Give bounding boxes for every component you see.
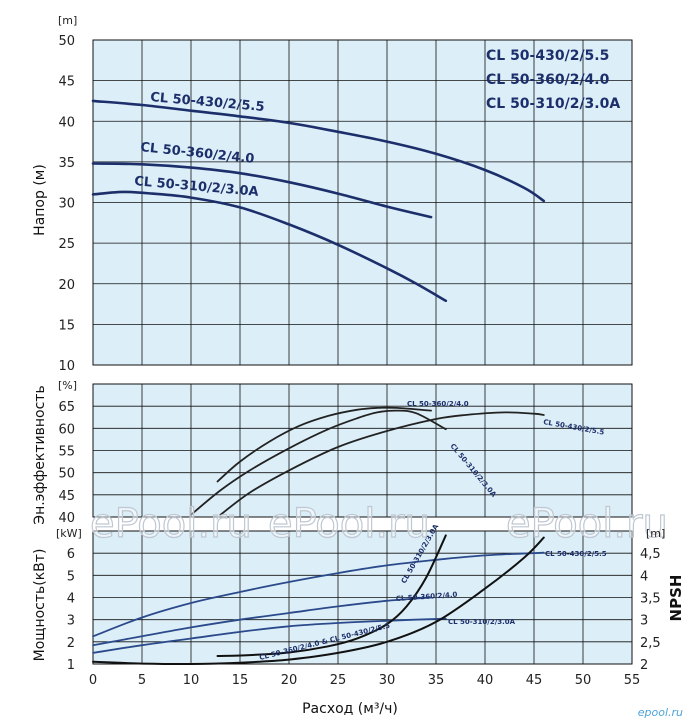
power-unit: [kW] — [56, 527, 82, 540]
flow-xtick-label: 35 — [428, 673, 445, 688]
efficiency-panel-ytick-label: 60 — [58, 422, 75, 437]
watermark-text: ePool.ru — [506, 501, 668, 547]
head-panel-ytick-label: 35 — [58, 156, 75, 171]
npsh-ytick-label: 2 — [640, 658, 648, 673]
flow-xtick-label: 5 — [138, 673, 146, 688]
power-panel-ytick-label: 6 — [67, 547, 75, 562]
npsh-ytick-label: 2,5 — [640, 636, 661, 651]
flow-xtick-label: 15 — [232, 673, 249, 688]
npsh-ytick-label: 4 — [640, 569, 648, 584]
watermark-text: ePool.ru — [90, 501, 252, 547]
head-panel-ytick-label: 25 — [58, 237, 75, 252]
head-panel-ytick-label: 10 — [58, 359, 75, 374]
flow-xtick-label: 25 — [330, 673, 347, 688]
efficiency-panel-ytick-label: 40 — [58, 511, 75, 526]
watermark-text: ePool.ru — [268, 501, 430, 547]
chart-panels — [92, 39, 633, 665]
npsh-curve-4 — [216, 534, 447, 657]
flow-xtick-label: 20 — [281, 673, 298, 688]
head-panel-ytick-label: 40 — [58, 115, 75, 130]
efficiency-panel-ytick-label: 50 — [58, 467, 75, 482]
efficiency-curve-1 — [216, 406, 432, 483]
head-axis-title: Напор (м) — [32, 164, 48, 236]
efficiency-unit: [%] — [58, 379, 77, 392]
power-axis-title: Мощность(кВт) — [32, 549, 48, 662]
power-curve-2 — [92, 596, 432, 647]
npsh-axis-title: NPSH — [667, 575, 685, 622]
power-panel-ytick-label: 4 — [67, 592, 75, 607]
head-unit: [m] — [58, 14, 77, 27]
flow-axis-title: Расход (м³/ч) — [302, 701, 398, 717]
flow-xtick-label: 10 — [183, 673, 200, 688]
power-panel-ytick-label: 3 — [67, 614, 75, 629]
efficiency-curve-3 — [219, 411, 545, 516]
power-curve-label-3: CL 50-310/2/3.0A — [448, 618, 516, 626]
head-panel-ytick-label: 15 — [58, 318, 75, 333]
power-panel-ytick-label: 2 — [67, 636, 75, 651]
flow-xtick-label: 30 — [379, 673, 396, 688]
efficiency-axis-title: Эн.эффективность — [32, 385, 48, 524]
legend-model-1: CL 50-430/2/5.5 — [486, 48, 609, 64]
efficiency-panel-ytick-label: 65 — [58, 400, 75, 415]
npsh-curve-5 — [92, 536, 545, 666]
flow-xtick-label: 50 — [575, 673, 592, 688]
efficiency-panel-ytick-label: 45 — [58, 489, 75, 504]
head-curve-2 — [91, 162, 433, 219]
npsh-ytick-label: 3,5 — [640, 592, 661, 607]
footer-logo: epool.ru — [638, 706, 683, 719]
legend-model-2: CL 50-360/2/4.0 — [486, 72, 610, 88]
npsh-unit: [m] — [646, 527, 665, 540]
power-panel-ytick-label: 5 — [67, 569, 75, 584]
power-curve-3 — [92, 617, 447, 654]
efficiency-curve-2 — [190, 409, 447, 516]
chart-curves — [91, 99, 546, 666]
flow-xtick-label: 0 — [89, 673, 97, 688]
flow-xtick-label: 40 — [477, 673, 494, 688]
head-panel-ytick-label: 30 — [58, 197, 75, 212]
flow-xtick-label: 55 — [624, 673, 641, 688]
efficiency-curve-label-1: CL 50-360/2/4.0 — [407, 400, 469, 408]
head-curve-1 — [91, 99, 546, 203]
head-panel-ytick-label: 45 — [58, 75, 75, 90]
npsh-ytick-label: 4,5 — [640, 547, 661, 562]
head-panel-ytick-label: 50 — [58, 34, 75, 49]
flow-xtick-label: 45 — [526, 673, 543, 688]
power-curve-label-1: CL 50-430/2/5.5 — [545, 550, 607, 558]
npsh-ytick-label: 3 — [640, 614, 648, 629]
power-panel-ytick-label: 1 — [67, 658, 75, 673]
head-curve-3 — [91, 190, 448, 303]
head-panel-ytick-label: 20 — [58, 278, 75, 293]
power-curve-1 — [92, 551, 545, 638]
legend-model-3: CL 50-310/2/3.0A — [486, 96, 620, 112]
efficiency-panel-ytick-label: 55 — [58, 445, 75, 460]
